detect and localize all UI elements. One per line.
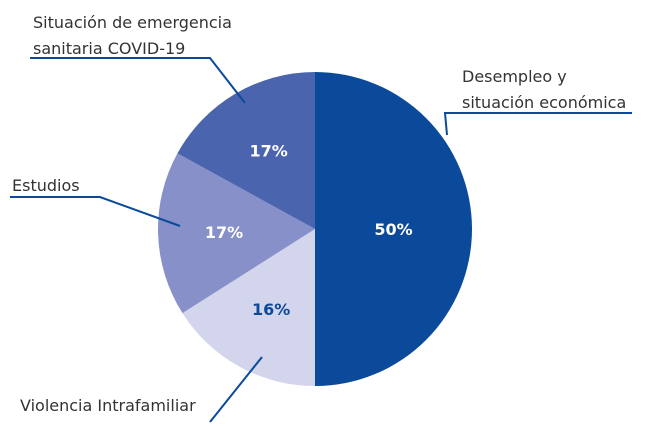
- pie-slice: [158, 153, 315, 314]
- leader-line: [10, 196, 181, 227]
- category-label: Violencia Intrafamiliar: [20, 396, 196, 415]
- category-label: sanitaria COVID-19: [33, 39, 185, 58]
- pie-slice: [182, 229, 315, 387]
- slice-label: 50%: [374, 220, 412, 239]
- category-label: Estudios: [12, 176, 80, 195]
- leader-line: [209, 356, 263, 423]
- leader-line: [30, 57, 246, 104]
- category-label: Desempleo y: [462, 67, 567, 86]
- slice-label: 17%: [205, 223, 243, 242]
- category-label: situación económica: [462, 93, 626, 112]
- slice-label: 16%: [252, 300, 290, 319]
- pie-slice: [177, 72, 315, 229]
- pie-slice: [315, 72, 472, 386]
- category-label: Situación de emergencia: [33, 13, 232, 32]
- slice-label: 17%: [249, 142, 287, 161]
- leader-line: [443, 112, 632, 136]
